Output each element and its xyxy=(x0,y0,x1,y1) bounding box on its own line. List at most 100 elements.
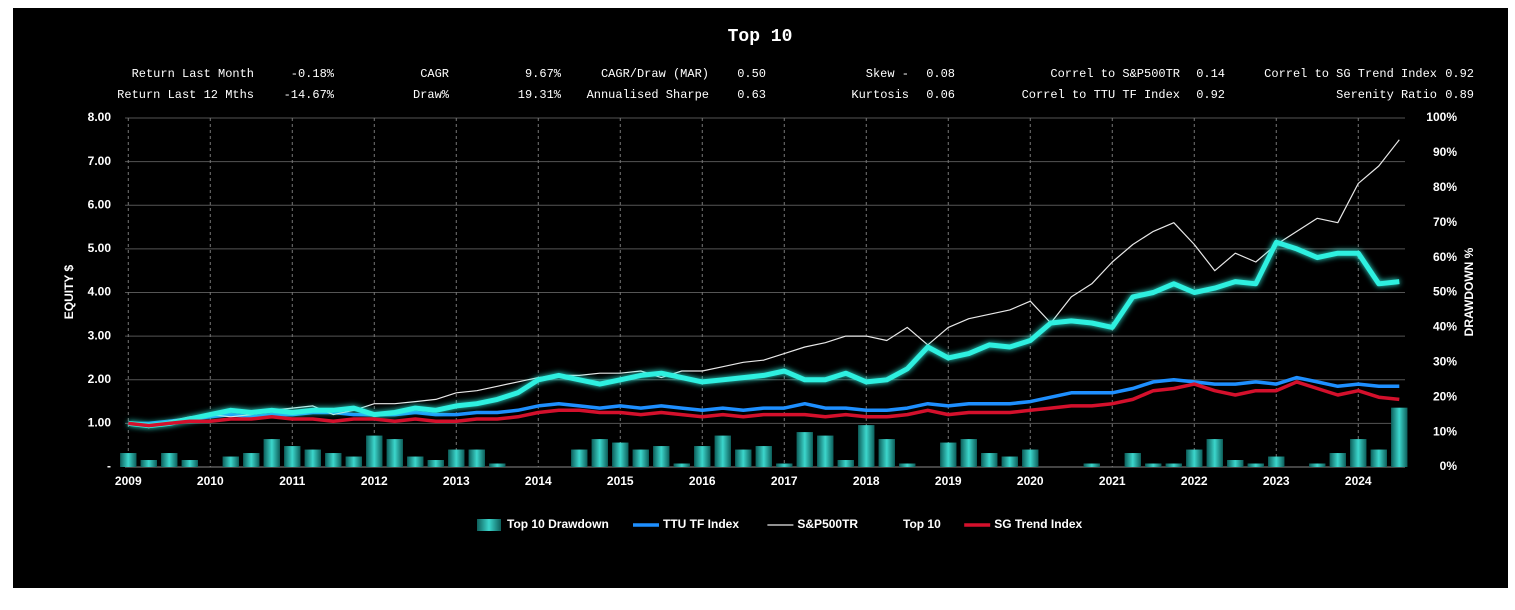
drawdown-bar xyxy=(468,449,485,467)
y-axis-label: EQUITY $ xyxy=(62,264,76,319)
drawdown-bar xyxy=(776,463,793,467)
y-tick-label: 6.00 xyxy=(88,197,112,211)
drawdown-bar xyxy=(1370,449,1387,467)
drawdown-bar xyxy=(858,425,875,467)
drawdown-bar xyxy=(837,460,854,467)
y2-tick-label: 70% xyxy=(1433,215,1457,229)
stat-value: -14.67% xyxy=(284,88,335,102)
drawdown-bar xyxy=(612,442,629,467)
x-tick-label: 2021 xyxy=(1099,474,1126,488)
stat-value: 0.63 xyxy=(737,88,766,102)
drawdown-bar xyxy=(243,453,260,467)
y2-tick-label: 10% xyxy=(1433,424,1457,438)
drawdown-bar xyxy=(1268,456,1285,467)
stat-value: 0.89 xyxy=(1445,88,1474,102)
chart-title: Top 10 xyxy=(728,27,793,47)
x-tick-label: 2020 xyxy=(1017,474,1044,488)
drawdown-bar xyxy=(899,463,916,467)
drawdown-bar xyxy=(796,432,813,467)
drawdown-bar xyxy=(1227,460,1244,467)
drawdown-bar xyxy=(1350,439,1367,467)
drawdown-bar xyxy=(304,449,321,467)
y2-tick-label: 50% xyxy=(1433,285,1457,299)
drawdown-bar xyxy=(571,449,588,467)
y-tick-label: 8.00 xyxy=(88,110,112,124)
stat-label: Correl to TTU TF Index xyxy=(1022,88,1180,102)
drawdown-bar xyxy=(817,435,834,467)
series-line xyxy=(128,239,1400,429)
legend-label: Top 10 Drawdown xyxy=(507,517,609,531)
drawdown-bar xyxy=(1391,407,1408,467)
stat-value: 0.50 xyxy=(737,67,766,81)
y2-tick-label: 100% xyxy=(1426,110,1457,124)
y2-tick-label: 40% xyxy=(1433,320,1457,334)
x-tick-label: 2011 xyxy=(279,474,305,488)
legend-label: S&P500TR xyxy=(797,517,858,531)
y2-tick-label: 30% xyxy=(1433,354,1457,368)
legend-item: SG Trend Index xyxy=(964,517,1083,531)
drawdown-bar xyxy=(1165,463,1182,467)
stat-label: Return Last Month xyxy=(132,67,254,81)
stat-label: Kurtosis xyxy=(851,88,909,102)
stat-label: Correl to S&P500TR xyxy=(1050,67,1180,81)
drawdown-bar xyxy=(591,439,608,467)
drawdown-bar xyxy=(653,446,670,467)
y-tick-label: - xyxy=(107,459,111,473)
drawdown-bar xyxy=(940,442,957,467)
drawdown-bar xyxy=(981,453,998,467)
stat-label: Annualised Sharpe xyxy=(587,88,709,102)
drawdown-bar xyxy=(1083,463,1100,467)
legend-item: S&P500TR xyxy=(767,517,858,531)
stat-label: Return Last 12 Mths xyxy=(117,88,254,102)
stat-value: 0.08 xyxy=(926,67,955,81)
drawdown-bar xyxy=(1145,463,1162,467)
stat-value: 9.67% xyxy=(525,67,562,81)
drawdown-bar xyxy=(1001,456,1018,467)
x-tick-label: 2017 xyxy=(771,474,798,488)
y2-tick-label: 90% xyxy=(1433,145,1457,159)
stat-label: CAGR/Draw (MAR) xyxy=(601,67,709,81)
drawdown-bar xyxy=(673,463,690,467)
drawdown-bar xyxy=(407,456,424,467)
stat-value: 0.06 xyxy=(926,88,955,102)
drawdown-bar xyxy=(714,435,731,467)
drawdown-bar xyxy=(263,439,280,467)
drawdown-bar xyxy=(1206,439,1223,467)
stat-label: Skew - xyxy=(866,67,909,81)
legend-item: Top 10 Drawdown xyxy=(477,517,609,531)
y2-tick-label: 0% xyxy=(1440,459,1458,473)
x-tick-label: 2024 xyxy=(1345,474,1372,488)
drawdown-bar xyxy=(632,449,649,467)
stat-value: 0.14 xyxy=(1196,67,1225,81)
x-tick-label: 2022 xyxy=(1181,474,1208,488)
y-tick-label: 4.00 xyxy=(88,285,112,299)
drawdown-bar xyxy=(366,435,383,467)
x-tick-label: 2014 xyxy=(525,474,552,488)
x-tick-label: 2023 xyxy=(1263,474,1290,488)
drawdown-bar xyxy=(694,446,711,467)
drawdown-bar xyxy=(755,446,772,467)
x-tick-label: 2010 xyxy=(197,474,224,488)
y2-tick-label: 60% xyxy=(1433,250,1457,264)
y2-tick-label: 20% xyxy=(1433,389,1457,403)
drawdown-bar xyxy=(1124,453,1141,467)
y-tick-label: 7.00 xyxy=(88,154,112,168)
x-tick-label: 2016 xyxy=(689,474,716,488)
stat-label: Serenity Ratio xyxy=(1336,88,1437,102)
drawdown-bar xyxy=(120,453,137,467)
stat-label: Correl to SG Trend Index xyxy=(1264,67,1437,81)
y2-tick-label: 80% xyxy=(1433,180,1457,194)
drawdown-bar xyxy=(284,446,301,467)
drawdown-bar xyxy=(735,449,752,467)
drawdown-bar xyxy=(386,439,403,467)
drawdown-bar xyxy=(345,456,362,467)
legend-label: SG Trend Index xyxy=(994,517,1082,531)
x-tick-label: 2015 xyxy=(607,474,634,488)
legend-item: Top 10 xyxy=(873,517,941,531)
x-tick-label: 2012 xyxy=(361,474,388,488)
x-tick-label: 2013 xyxy=(443,474,470,488)
y-tick-label: 2.00 xyxy=(88,372,112,386)
y-tick-label: 1.00 xyxy=(88,416,112,430)
drawdown-bar xyxy=(489,463,506,467)
legend-label: Top 10 xyxy=(903,517,941,531)
